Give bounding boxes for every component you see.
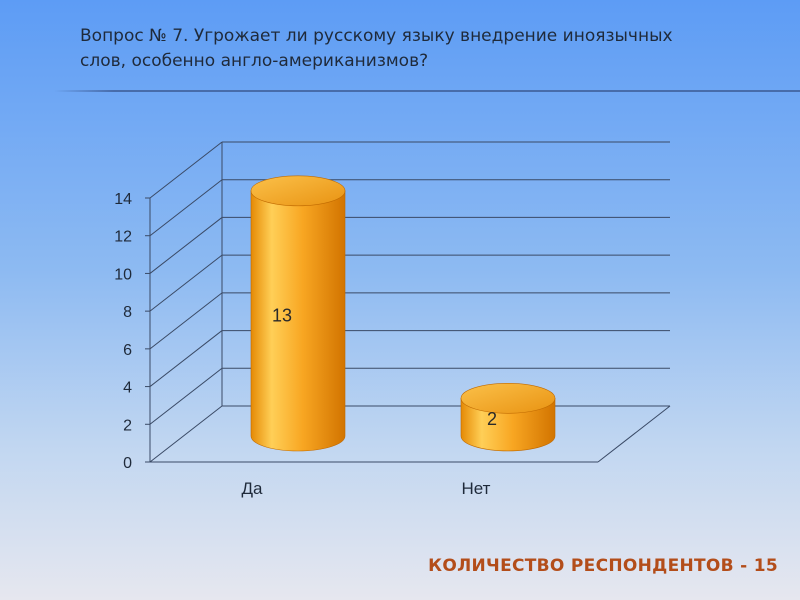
data-label: 13 — [272, 305, 292, 325]
floor-right-edge — [597, 405, 671, 463]
bar-body — [250, 190, 346, 452]
title-line-2: слов, особенно англо-американизмов? — [80, 51, 429, 71]
gridline-side — [149, 367, 223, 425]
gridline-side — [149, 405, 223, 463]
title-divider — [54, 90, 800, 92]
y-tick-label: 14 — [114, 191, 132, 208]
y-tick-label: 8 — [123, 304, 132, 321]
gridline-side — [149, 141, 223, 199]
x-tick-label: Нет — [462, 479, 491, 498]
y-tick-label: 10 — [114, 266, 132, 283]
y-tick-label: 0 — [123, 455, 132, 472]
category-axis: Да Нет — [242, 479, 491, 498]
bar-series: 13 2 — [250, 175, 556, 452]
respondent-count: КОЛИЧЕСТВО РЕСПОНДЕНТОВ - 15 — [428, 556, 778, 576]
bar-top — [460, 382, 556, 414]
bar-top — [250, 175, 346, 207]
y-tick-label: 4 — [123, 380, 132, 397]
bar-Нет: 2 — [460, 382, 556, 452]
chart-grid — [149, 141, 671, 463]
gridline-side — [149, 292, 223, 350]
gridline-side — [149, 330, 223, 387]
gridline-side — [149, 254, 223, 312]
y-tick-label: 12 — [114, 229, 132, 246]
y-tick-label: 2 — [123, 417, 132, 434]
x-tick-label: Да — [242, 479, 264, 498]
gridline-side — [149, 217, 223, 274]
slide-title: Вопрос № 7. Угрожает ли русскому языку в… — [80, 24, 720, 74]
bar-Да: 13 — [250, 175, 346, 452]
title-line-1: Вопрос № 7. Угрожает ли русскому языку в… — [80, 26, 673, 46]
gridline-side — [149, 179, 223, 237]
y-tick-label: 6 — [123, 342, 132, 359]
data-label: 2 — [487, 409, 497, 429]
y-axis: 0 2 4 6 8 10 12 14 — [114, 191, 151, 472]
